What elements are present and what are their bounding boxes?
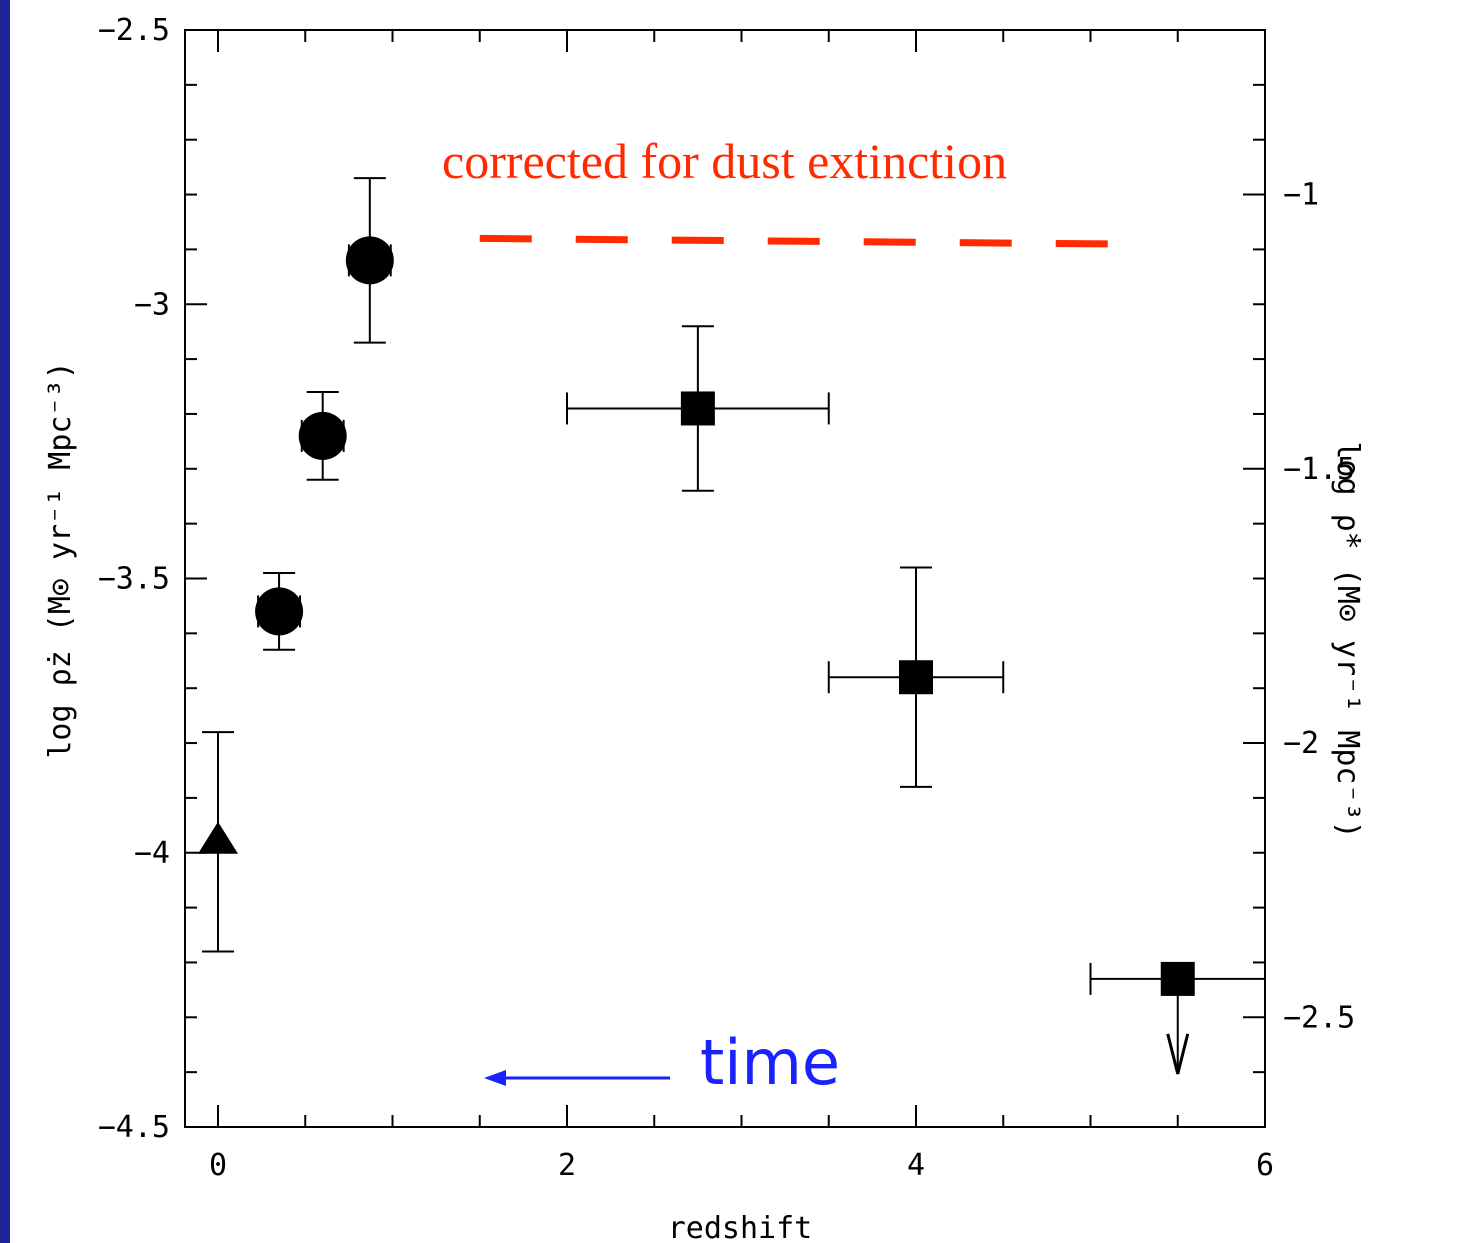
- y-tick-label-left: −4: [134, 836, 170, 871]
- x-tick-label: 0: [209, 1148, 227, 1183]
- y-axis-label-left: log ρ̇z (M⊙ yr⁻¹ Mpc⁻³): [43, 361, 78, 758]
- y-tick-label-right: −1: [1283, 178, 1319, 213]
- data-marks: [198, 177, 1266, 1075]
- y-tick-label-right: −2: [1283, 726, 1319, 761]
- square-point: [1160, 961, 1195, 996]
- axis-ticks: [185, 29, 1266, 1128]
- x-tick-label: 2: [558, 1148, 576, 1183]
- y-tick-label-right: −2.5: [1283, 1000, 1355, 1035]
- upper-limit-arrow: [1166, 1033, 1190, 1075]
- annotations: [479, 234, 1108, 1086]
- plot-frame: [184, 29, 1266, 1128]
- y-tick-label-left: −3: [134, 287, 170, 322]
- x-tick-label: 4: [907, 1148, 925, 1183]
- plot-border: [184, 29, 1266, 1128]
- y-tick-label-left: −4.5: [98, 1110, 170, 1145]
- chart-svg: 0 2 4 6 −2.5 −3 −3.5 −4 −4.5 −1 −1.5 −2 −2.5 redshif…: [43, 13, 1365, 1243]
- y-tick-label-left: −2.5: [98, 13, 170, 48]
- y-tick-label-left: −3.5: [98, 562, 170, 597]
- x-axis-label: redshift: [668, 1211, 813, 1243]
- square-point: [680, 391, 715, 426]
- tick-labels: 0 2 4 6 −2.5 −3 −3.5 −4 −4.5 −1 −1.5 −2 −2.5: [98, 13, 1356, 1183]
- dust-correction-annotation: corrected for dust extinction: [442, 133, 1007, 189]
- chart-canvas: 0 2 4 6 −2.5 −3 −3.5 −4 −4.5 −1 −1.5 −2 −2.5 redshif…: [10, 0, 1461, 1243]
- dust-corrected-dashed-line: [479, 234, 1108, 248]
- circle-point: [298, 411, 347, 460]
- time-arrow-head: [484, 1070, 506, 1086]
- time-annotation: time: [700, 1026, 840, 1099]
- triangle-point: [198, 821, 238, 854]
- circle-point: [345, 236, 394, 285]
- y-axis-label-right: log ρ̇* (M⊙ yr⁻¹ Mpc⁻³): [1330, 441, 1365, 838]
- square-point: [899, 660, 933, 695]
- y-tick-label-right: −1.5: [1283, 452, 1355, 487]
- circle-point: [255, 587, 304, 636]
- x-tick-label: 6: [1256, 1148, 1274, 1183]
